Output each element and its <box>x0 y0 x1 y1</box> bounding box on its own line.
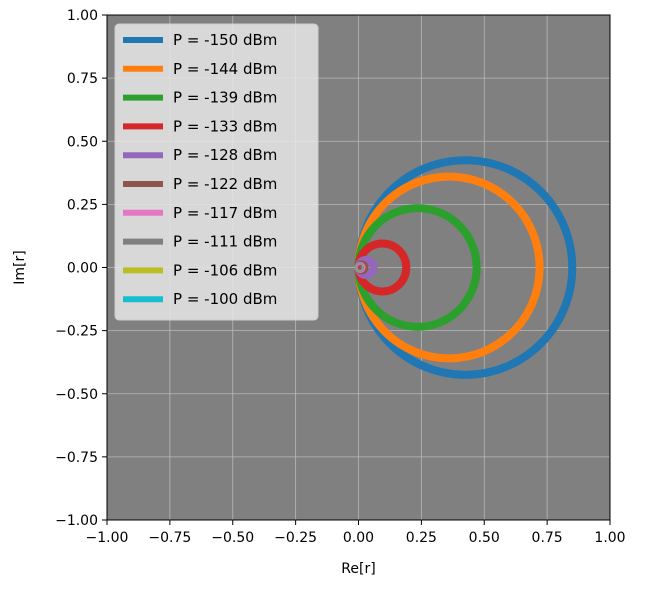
y-tick-label: 0.00 <box>67 261 98 277</box>
legend-label: P = -100 dBm <box>173 290 277 308</box>
y-tick-label: −0.50 <box>55 387 98 403</box>
x-tick-label: −0.50 <box>211 530 254 546</box>
y-tick-label: −0.25 <box>55 324 98 340</box>
legend-label: P = -122 dBm <box>173 175 277 193</box>
y-tick-label: −0.75 <box>55 450 98 466</box>
y-axis-label: Im[r] <box>12 250 28 284</box>
x-tick-label: −0.25 <box>274 530 317 546</box>
y-tick-label: −1.00 <box>55 513 98 529</box>
legend-label: P = -111 dBm <box>173 233 277 251</box>
x-axis-label: Re[r] <box>341 561 375 577</box>
y-tick-label: 0.75 <box>67 71 98 87</box>
legend <box>114 23 319 321</box>
legend-label: P = -133 dBm <box>173 117 277 135</box>
x-tick-label: −1.00 <box>86 530 129 546</box>
legend-label: P = -150 dBm <box>173 31 277 49</box>
x-tick-label: 0.00 <box>343 530 374 546</box>
x-tick-label: −0.75 <box>148 530 191 546</box>
x-tick-label: 0.50 <box>469 530 500 546</box>
y-tick-label: 0.50 <box>67 134 98 150</box>
legend-label: P = -117 dBm <box>173 204 277 222</box>
y-tick-label: 1.00 <box>67 8 98 24</box>
legend-label: P = -128 dBm <box>173 146 277 164</box>
legend-label: P = -144 dBm <box>173 60 277 78</box>
x-tick-label: 0.75 <box>532 530 563 546</box>
legend-label: P = -139 dBm <box>173 89 277 107</box>
x-tick-label: 0.25 <box>406 530 437 546</box>
y-tick-label: 0.25 <box>67 197 98 213</box>
legend-label: P = -106 dBm <box>173 261 277 279</box>
x-tick-label: 1.00 <box>594 530 625 546</box>
